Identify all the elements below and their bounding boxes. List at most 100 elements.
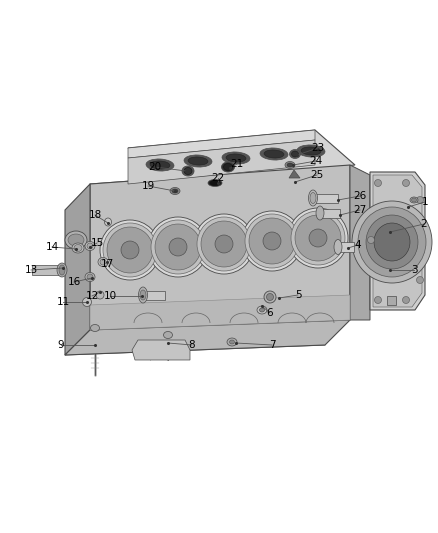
Polygon shape xyxy=(387,296,396,305)
Text: 20: 20 xyxy=(148,162,162,172)
Ellipse shape xyxy=(367,237,374,244)
Ellipse shape xyxy=(226,154,246,162)
Text: 2: 2 xyxy=(420,219,427,229)
Text: 27: 27 xyxy=(353,205,367,215)
Polygon shape xyxy=(65,320,350,355)
Ellipse shape xyxy=(169,238,187,256)
Ellipse shape xyxy=(352,201,432,283)
Polygon shape xyxy=(132,340,190,360)
Ellipse shape xyxy=(374,296,381,303)
Ellipse shape xyxy=(215,235,233,253)
Ellipse shape xyxy=(263,232,281,250)
Ellipse shape xyxy=(72,243,84,253)
Polygon shape xyxy=(128,130,315,158)
Ellipse shape xyxy=(155,224,201,270)
Text: 8: 8 xyxy=(189,340,195,350)
Polygon shape xyxy=(320,209,340,218)
Ellipse shape xyxy=(257,306,267,314)
Ellipse shape xyxy=(107,227,153,273)
Text: 3: 3 xyxy=(411,265,417,275)
Ellipse shape xyxy=(308,190,318,206)
Ellipse shape xyxy=(96,291,104,299)
Polygon shape xyxy=(370,172,425,310)
Ellipse shape xyxy=(100,259,106,265)
Ellipse shape xyxy=(188,157,208,165)
Text: 22: 22 xyxy=(212,173,225,183)
Text: 15: 15 xyxy=(90,238,104,248)
Ellipse shape xyxy=(260,148,288,160)
Ellipse shape xyxy=(227,338,237,346)
Ellipse shape xyxy=(194,214,254,274)
Ellipse shape xyxy=(264,291,276,303)
Text: 12: 12 xyxy=(85,291,99,301)
Ellipse shape xyxy=(417,277,424,284)
Ellipse shape xyxy=(208,180,222,187)
Ellipse shape xyxy=(223,164,233,171)
Ellipse shape xyxy=(374,223,410,261)
Text: 11: 11 xyxy=(57,297,70,307)
Ellipse shape xyxy=(98,257,108,266)
Polygon shape xyxy=(143,291,165,300)
Text: 24: 24 xyxy=(309,156,323,166)
Ellipse shape xyxy=(245,214,299,268)
Ellipse shape xyxy=(87,274,93,280)
Ellipse shape xyxy=(266,294,273,301)
Ellipse shape xyxy=(87,243,93,249)
Text: 14: 14 xyxy=(46,242,59,252)
Polygon shape xyxy=(338,242,354,252)
Ellipse shape xyxy=(163,332,173,338)
Text: 19: 19 xyxy=(141,181,155,191)
Ellipse shape xyxy=(210,181,220,185)
Ellipse shape xyxy=(82,297,92,306)
Ellipse shape xyxy=(222,152,250,164)
Ellipse shape xyxy=(417,197,424,204)
Ellipse shape xyxy=(222,162,234,172)
Ellipse shape xyxy=(309,229,327,247)
Ellipse shape xyxy=(201,221,247,267)
Ellipse shape xyxy=(65,231,87,249)
Ellipse shape xyxy=(410,197,418,203)
Ellipse shape xyxy=(146,159,174,171)
Ellipse shape xyxy=(57,263,67,277)
Ellipse shape xyxy=(172,189,178,193)
Text: 9: 9 xyxy=(58,340,64,350)
Polygon shape xyxy=(128,130,355,184)
Text: 4: 4 xyxy=(355,240,361,250)
Ellipse shape xyxy=(230,340,234,344)
Polygon shape xyxy=(313,194,338,203)
Text: 25: 25 xyxy=(311,170,324,180)
Ellipse shape xyxy=(290,149,300,158)
Polygon shape xyxy=(32,265,62,275)
Ellipse shape xyxy=(288,208,348,268)
Ellipse shape xyxy=(150,161,170,169)
Text: 10: 10 xyxy=(103,291,117,301)
Ellipse shape xyxy=(182,166,194,176)
Text: 1: 1 xyxy=(422,197,428,207)
Ellipse shape xyxy=(197,217,251,271)
Ellipse shape xyxy=(100,220,160,280)
Polygon shape xyxy=(90,295,350,330)
Ellipse shape xyxy=(297,145,325,157)
Text: 21: 21 xyxy=(230,159,244,169)
Ellipse shape xyxy=(184,155,212,167)
Ellipse shape xyxy=(259,308,265,312)
Ellipse shape xyxy=(184,167,192,174)
Ellipse shape xyxy=(170,188,180,195)
Polygon shape xyxy=(65,184,90,355)
Polygon shape xyxy=(373,175,422,307)
Ellipse shape xyxy=(121,241,139,259)
Ellipse shape xyxy=(85,241,95,251)
Text: 13: 13 xyxy=(25,265,38,275)
Text: 5: 5 xyxy=(295,290,301,300)
Ellipse shape xyxy=(151,220,205,274)
Text: 6: 6 xyxy=(267,308,273,318)
Ellipse shape xyxy=(287,163,293,167)
Text: 26: 26 xyxy=(353,191,367,201)
Ellipse shape xyxy=(148,217,208,277)
Ellipse shape xyxy=(249,218,295,264)
Ellipse shape xyxy=(316,206,324,220)
Ellipse shape xyxy=(105,218,112,226)
Ellipse shape xyxy=(264,150,284,158)
Ellipse shape xyxy=(301,147,321,155)
Ellipse shape xyxy=(291,211,345,265)
